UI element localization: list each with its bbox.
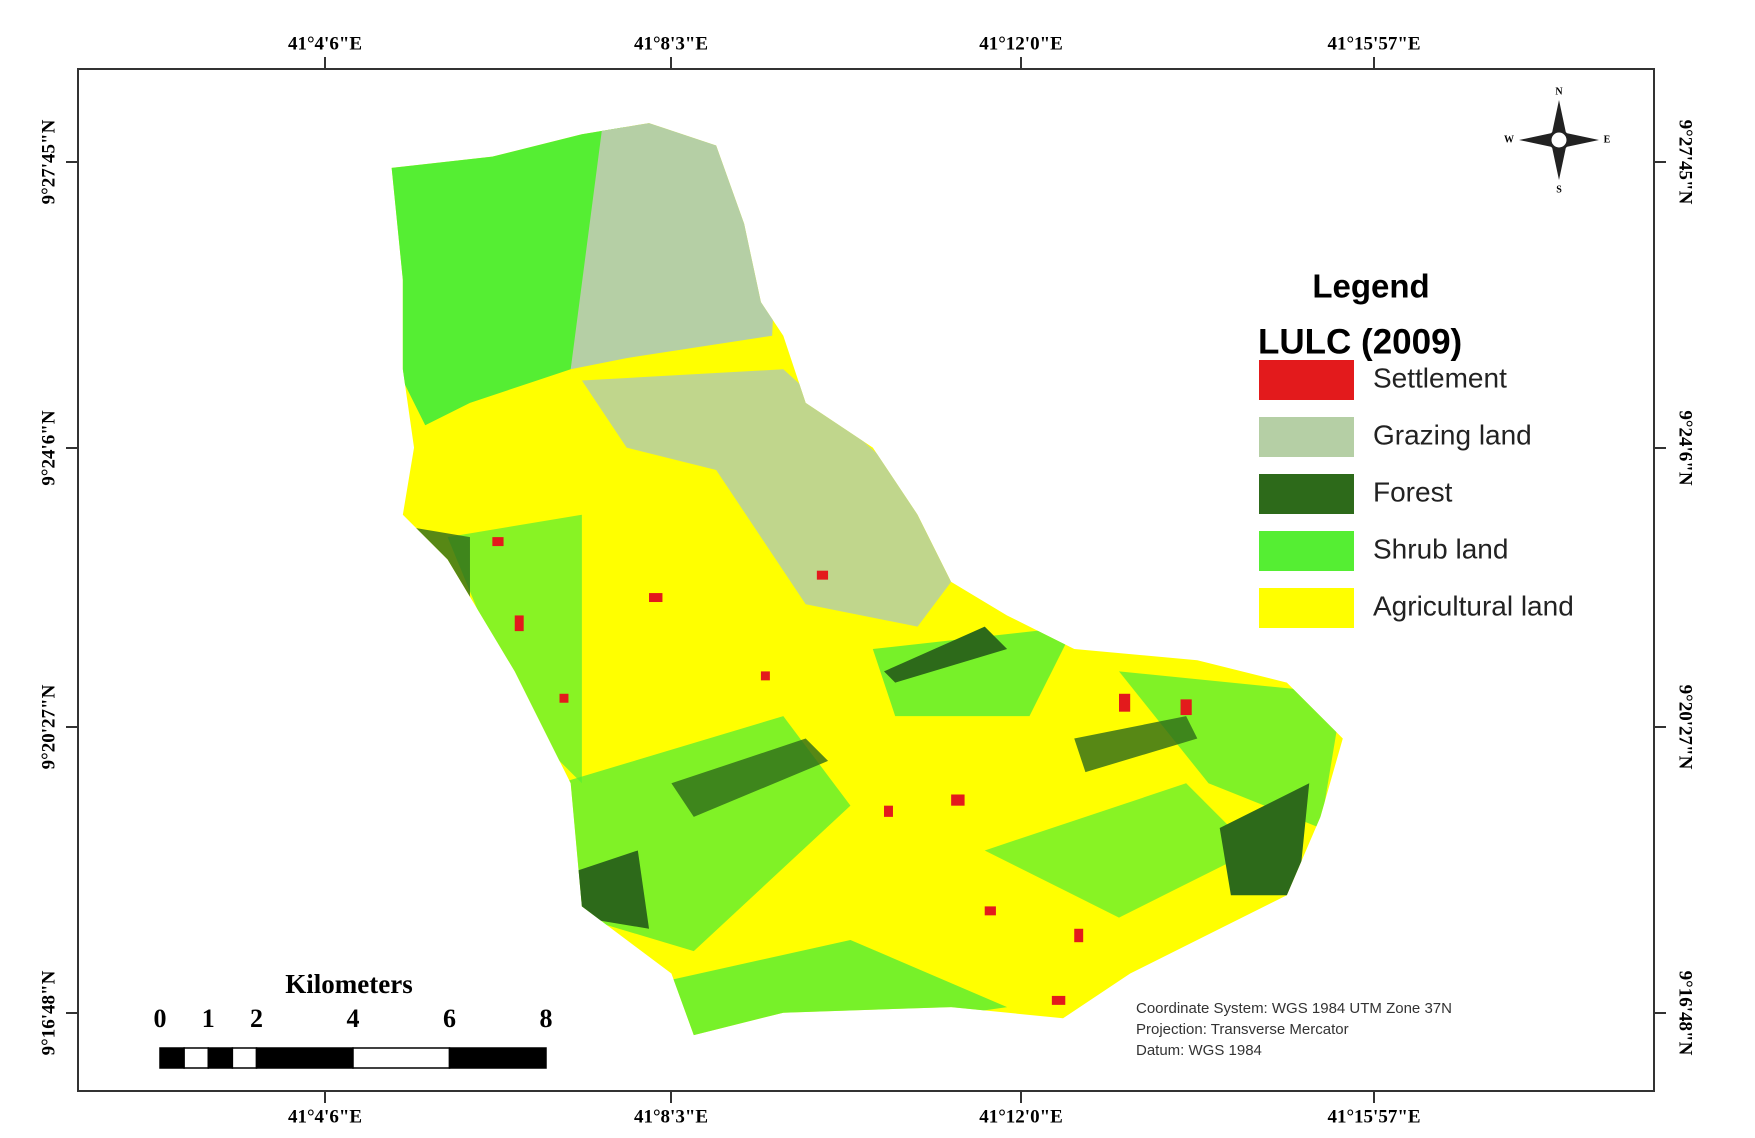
scale-segment	[448, 1047, 547, 1069]
scale-tick-label: 0	[154, 1004, 167, 1033]
scale-segment	[183, 1047, 209, 1069]
top-coord-label: 41°15'57"E	[1327, 33, 1420, 54]
scale-segment	[231, 1047, 258, 1069]
compass-n: N	[1555, 86, 1563, 97]
right-coord-label: 9°24'6"N	[1675, 410, 1696, 485]
top-coord-label: 41°8'3"E	[634, 33, 708, 54]
legend-label: Grazing land	[1373, 419, 1532, 450]
bottom-coord-label: 41°15'57"E	[1327, 1106, 1420, 1127]
scale-segment	[352, 1047, 451, 1069]
legend-swatch	[1259, 474, 1354, 514]
compass-s: S	[1556, 184, 1562, 195]
legend-label: Shrub land	[1373, 533, 1508, 564]
scale-tick-label: 4	[347, 1004, 360, 1033]
legend-title: Legend	[1312, 268, 1429, 305]
compass-e: E	[1604, 134, 1611, 145]
left-coord-label: 9°20'27"N	[38, 684, 59, 769]
scale-segment	[255, 1047, 354, 1069]
legend-swatch	[1259, 360, 1354, 400]
left-coord-label: 9°24'6"N	[38, 410, 59, 485]
bottom-coord-label: 41°4'6"E	[288, 1106, 362, 1127]
legend-label: Settlement	[1373, 362, 1507, 393]
scale-title: Kilometers	[285, 969, 412, 999]
legend-swatch	[1259, 417, 1354, 457]
right-coord-label: 9°16'48"N	[1675, 971, 1696, 1056]
top-coord-label: 41°4'6"E	[288, 33, 362, 54]
scale-tick-label: 8	[540, 1004, 553, 1033]
legend-label: Forest	[1373, 476, 1453, 507]
left-coord-label: 9°16'48"N	[38, 970, 59, 1055]
scale-segment	[159, 1047, 185, 1069]
compass-w: W	[1504, 134, 1514, 145]
right-coord-label: 9°20'27"N	[1675, 685, 1696, 770]
scale-tick-label: 2	[250, 1004, 263, 1033]
legend-swatch	[1259, 588, 1354, 628]
note: Datum: WGS 1984	[1136, 1042, 1262, 1059]
compass: N S E W	[1504, 86, 1611, 195]
legend-subtitle: LULC (2009)	[1258, 322, 1462, 361]
scale-segment	[207, 1047, 234, 1069]
note: Projection: Transverse Mercator	[1136, 1021, 1349, 1038]
legend-swatch	[1259, 531, 1354, 571]
bottom-coord-label: 41°12'0"E	[979, 1106, 1063, 1127]
right-coord-label: 9°27'45"N	[1675, 120, 1696, 205]
bottom-coord-label: 41°8'3"E	[634, 1106, 708, 1127]
legend-label: Agricultural land	[1373, 590, 1574, 621]
scale-tick-label: 1	[202, 1004, 215, 1033]
note: Coordinate System: WGS 1984 UTM Zone 37N	[1136, 1000, 1452, 1017]
left-coord-label: 9°27'45"N	[38, 119, 59, 204]
scale-tick-label: 6	[443, 1004, 456, 1033]
top-coord-label: 41°12'0"E	[979, 33, 1063, 54]
